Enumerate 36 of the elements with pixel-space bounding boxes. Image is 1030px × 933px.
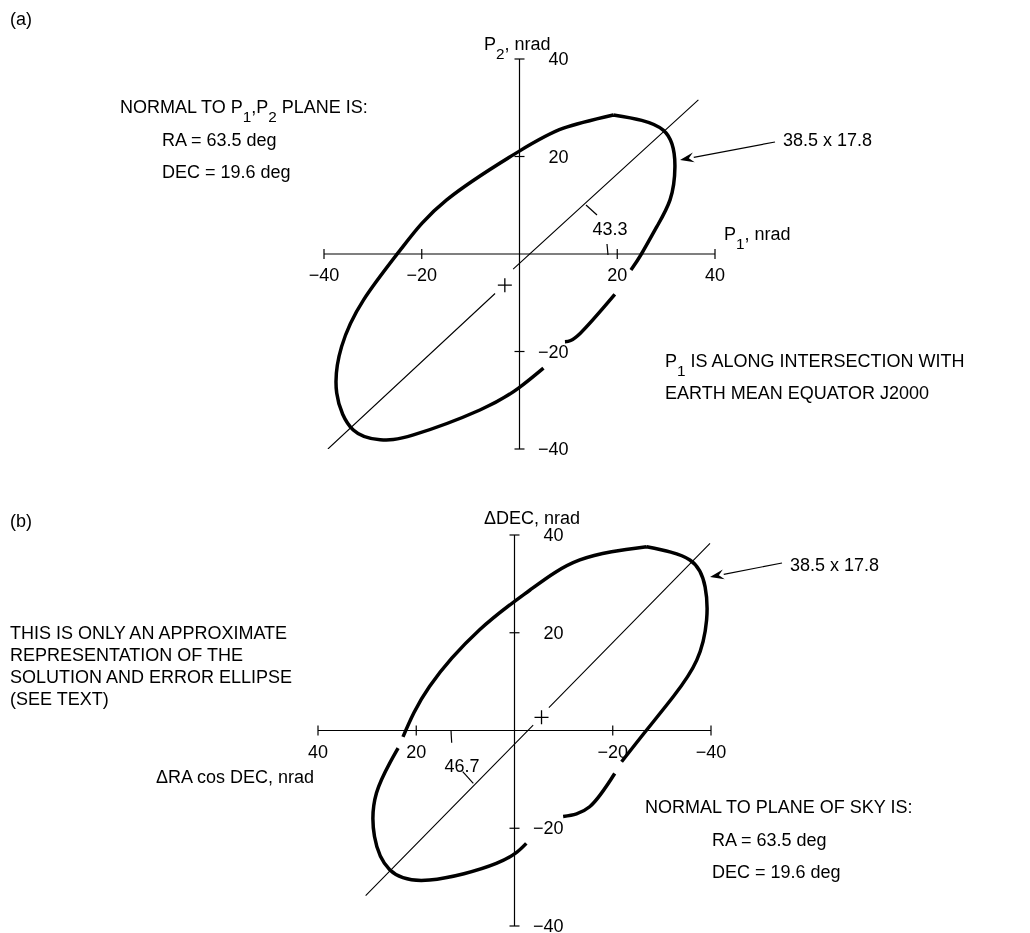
y-tick-label: 40 [543, 525, 564, 545]
text: (b) [10, 511, 32, 531]
text: DEC = 19.6 deg [712, 862, 841, 882]
annotation: P$_{1}$ IS ALONG INTERSECTION WITH [665, 351, 965, 379]
x-tick-label: −20 [406, 265, 438, 285]
annotation: 43.3 [592, 219, 628, 239]
text: DEC = 19.6 deg [162, 162, 291, 182]
x-tick-label: 40 [307, 741, 329, 762]
y-tick-label: 20 [548, 146, 569, 167]
x-tick-label: 20 [607, 265, 628, 285]
text: SOLUTION AND ERROR ELLIPSE [10, 667, 293, 687]
text: THIS IS ONLY AN APPROXIMATE [10, 623, 288, 643]
annotation: NORMAL TO PLANE OF SKY IS: [645, 797, 913, 817]
text: 38.5 x 17.8 [790, 555, 880, 575]
annotation: EARTH MEAN EQUATOR J2000 [665, 383, 930, 403]
x-axis-title: ΔRA cos DEC, nrad [155, 767, 314, 787]
text: (SEE TEXT) [10, 689, 109, 709]
y-tick-label: 20 [543, 622, 564, 643]
annotation: 46.7 [444, 756, 480, 776]
x-tick-label: −40 [695, 741, 727, 762]
text: RA = 63.5 deg [712, 830, 827, 850]
x-tick-label: 20 [406, 741, 427, 762]
y-axis-title: ΔDEC, nrad [484, 508, 581, 528]
x-tick-label: −40 [308, 265, 340, 285]
x-axis-title: P$_{1}$, nrad [724, 224, 791, 252]
y-tick-label: −40 [532, 916, 564, 933]
text: REPRESENTATION OF THE [10, 645, 244, 665]
text: (a) [10, 9, 32, 29]
y-tick-label: −20 [537, 341, 569, 362]
text: 38.5 x 17.8 [783, 130, 873, 150]
y-tick-label: −20 [532, 818, 564, 839]
x-tick-label: 40 [704, 265, 726, 285]
text: RA = 63.5 deg [162, 130, 277, 150]
y-tick-label: −40 [537, 439, 569, 459]
annotation: NORMAL TO P$_{1}$,P$_{2}$ PLANE IS: [120, 97, 368, 125]
y-tick-label: 40 [548, 49, 569, 69]
